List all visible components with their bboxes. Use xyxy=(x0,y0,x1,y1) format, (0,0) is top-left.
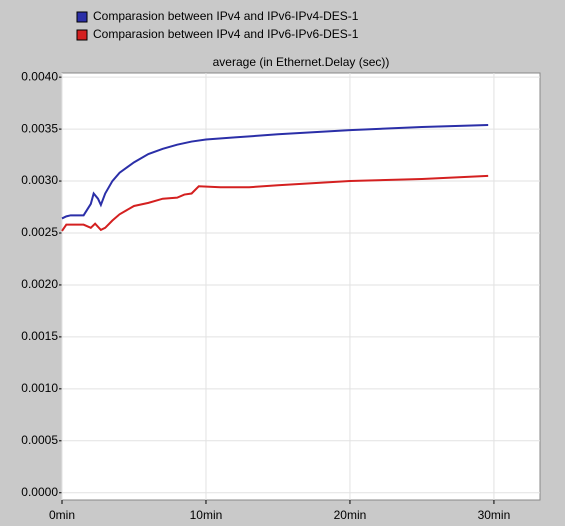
plot-area xyxy=(61,72,541,501)
y-tick-label: 0.0015 xyxy=(21,329,58,343)
y-tick-label: 0.0040 xyxy=(21,69,58,83)
x-tick-label: 30min xyxy=(478,508,511,522)
x-tick-label: 20min xyxy=(334,508,367,522)
x-tick-label: 10min xyxy=(190,508,223,522)
y-tick-label: 0.0000 xyxy=(21,485,58,499)
legend-swatch xyxy=(76,29,88,41)
y-tick-label: 0.0020 xyxy=(21,277,58,291)
legend-label: Comparasion between IPv4 and IPv6-IPv4-D… xyxy=(93,9,359,23)
series-line xyxy=(61,123,489,220)
y-tick-label: 0.0010 xyxy=(21,381,58,395)
y-tick-label: 0.0030 xyxy=(21,173,58,187)
y-tick-label: 0.0035 xyxy=(21,121,58,135)
x-tick-label: 0min xyxy=(49,508,75,522)
legend-swatch xyxy=(76,11,88,23)
y-tick-label: 0.0025 xyxy=(21,225,58,239)
chart-title: average (in Ethernet.Delay (sec)) xyxy=(213,55,390,69)
y-tick-label: 0.0005 xyxy=(21,433,58,447)
legend-label: Comparasion between IPv4 and IPv6-IPv6-D… xyxy=(93,27,359,41)
series-line xyxy=(61,174,489,232)
